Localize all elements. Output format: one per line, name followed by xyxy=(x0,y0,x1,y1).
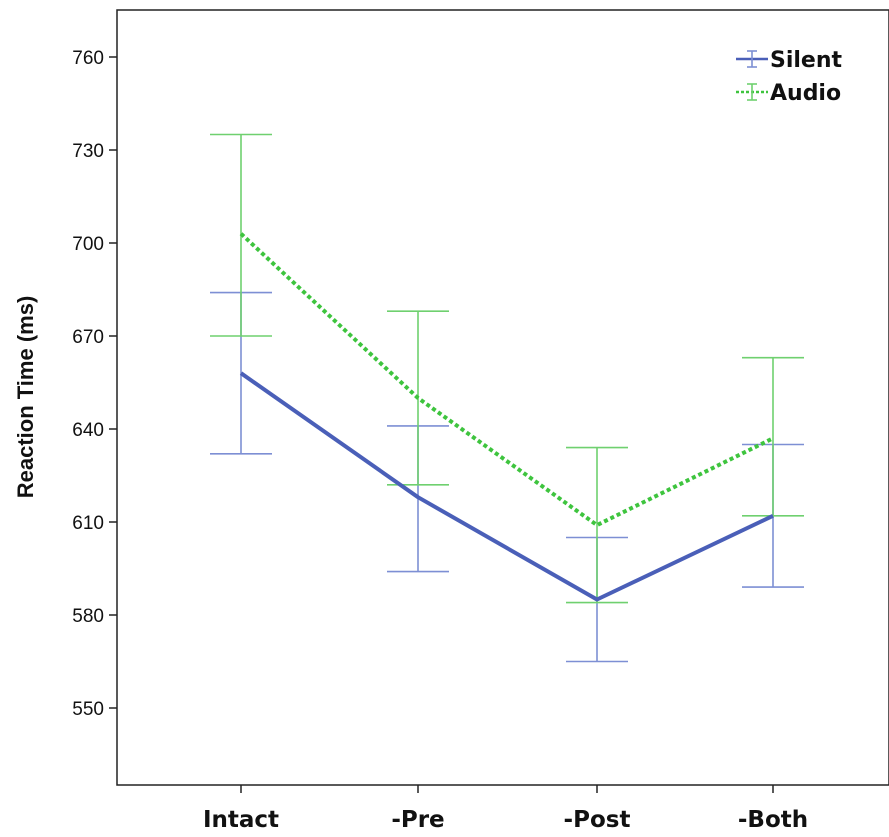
series-lines xyxy=(239,232,774,602)
x-tick-label: -Both xyxy=(738,807,808,833)
plot-frame xyxy=(116,9,889,786)
series-line-audio xyxy=(239,232,774,528)
x-tick-label: Intact xyxy=(203,807,279,833)
y-tick-label: 640 xyxy=(72,420,104,441)
y-tick-label: 700 xyxy=(72,234,104,255)
legend-label: Audio xyxy=(770,81,841,106)
x-tick-label: -Pre xyxy=(391,807,444,833)
y-tick-label: 610 xyxy=(72,513,104,534)
y-tick-label: 580 xyxy=(72,606,104,627)
y-tick-label: 670 xyxy=(72,327,104,348)
y-axis-ticks: 550 580 610 640 670 700 730 760 xyxy=(72,48,117,720)
y-axis-title: Reaction Time (ms) xyxy=(13,296,38,499)
x-axis-ticks: Intact -Pre -Post -Both xyxy=(203,785,808,833)
y-tick-label: 730 xyxy=(72,141,104,162)
x-tick-label: -Post xyxy=(564,807,631,833)
series-line-silent xyxy=(239,371,774,602)
y-tick-label: 550 xyxy=(72,699,104,720)
y-tick-label: 760 xyxy=(72,48,104,69)
legend-label: Silent xyxy=(770,48,843,73)
legend: Silent Audio xyxy=(736,48,843,106)
